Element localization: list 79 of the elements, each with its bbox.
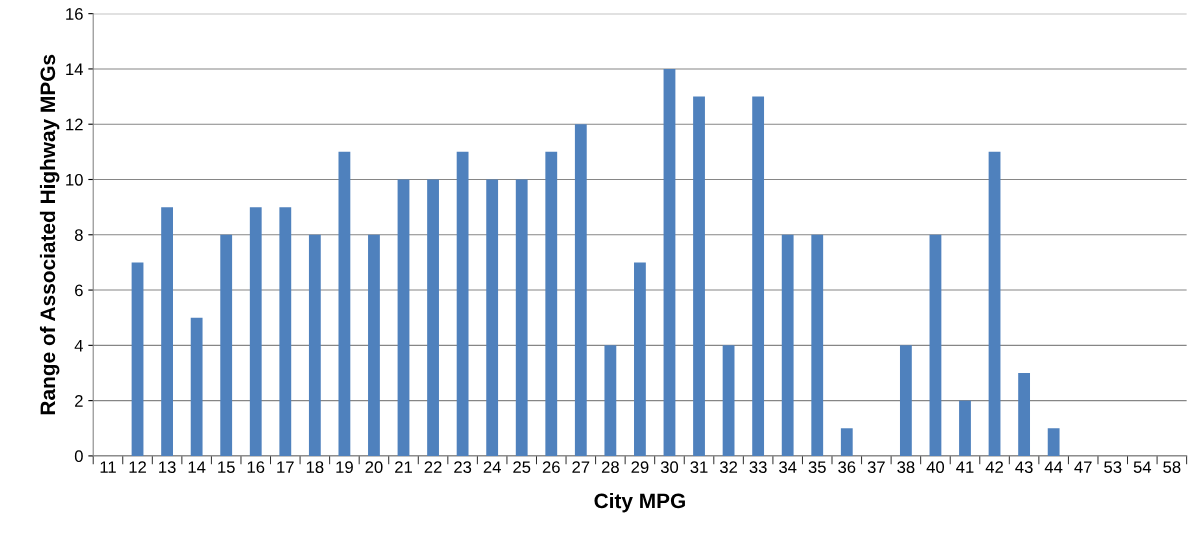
- bar: [574, 124, 587, 456]
- x-tick-label: 11: [100, 461, 116, 473]
- bar: [249, 207, 262, 456]
- bar: [752, 96, 765, 456]
- bar: [368, 234, 380, 456]
- bar: [515, 179, 528, 456]
- bar: [899, 345, 912, 456]
- bar: [545, 151, 558, 456]
- bar: [1018, 372, 1031, 456]
- y-tick-label: 6: [75, 284, 83, 297]
- x-tick-label: 18: [306, 461, 324, 474]
- x-tick-label: 40: [926, 461, 945, 474]
- x-tick-label: 17: [277, 461, 294, 473]
- x-tick-label: 31: [690, 461, 708, 474]
- bar: [161, 207, 173, 456]
- y-tick-label: 2: [75, 395, 83, 407]
- x-tick-label: 42: [985, 461, 1003, 473]
- bar: [456, 151, 469, 456]
- y-tick-label: 16: [66, 8, 83, 20]
- x-tick-label: 32: [719, 461, 738, 474]
- bar: [220, 234, 233, 456]
- x-tick-label: 41: [956, 461, 974, 473]
- bar: [279, 207, 292, 456]
- bar: [781, 234, 794, 456]
- y-tick-label: 10: [66, 173, 83, 186]
- bar: [840, 428, 853, 456]
- bar: [1047, 428, 1060, 456]
- bar: [634, 262, 646, 456]
- x-tick-label: 34: [779, 461, 797, 474]
- x-tick-label: 24: [483, 461, 501, 473]
- x-tick-label: 20: [365, 461, 383, 474]
- bar: [338, 151, 351, 456]
- x-tick-label: 21: [395, 461, 412, 473]
- y-axis-title: Range of Associated Highway MPGs: [39, 54, 60, 415]
- y-tick-label: 0: [74, 450, 83, 463]
- x-tick-label: 29: [631, 461, 649, 474]
- bar: [988, 151, 1001, 456]
- x-tick-label: 30: [660, 461, 679, 474]
- x-tick-label: 13: [159, 461, 176, 474]
- x-tick-label: 25: [513, 461, 531, 474]
- x-tick-label: 22: [424, 461, 442, 473]
- bar: [131, 262, 144, 456]
- x-tick-label: 23: [454, 461, 472, 474]
- x-tick-label: 35: [808, 461, 826, 474]
- x-tick-label: 44: [1044, 461, 1063, 473]
- x-tick-label: 38: [897, 461, 915, 474]
- x-tick-label: 47: [1074, 461, 1092, 473]
- x-tick-label: 33: [749, 461, 767, 474]
- x-tick-label: 19: [336, 461, 353, 474]
- y-tick-label: 14: [66, 63, 83, 75]
- x-tick-label: 12: [129, 461, 146, 473]
- bar: [722, 345, 735, 456]
- x-tick-label: 36: [838, 461, 856, 474]
- x-tick-label: 28: [601, 461, 619, 474]
- bar: [397, 179, 410, 456]
- bar: [663, 68, 676, 456]
- y-tick-label: 4: [74, 339, 83, 352]
- bar: [959, 400, 971, 456]
- bar: [427, 179, 439, 456]
- bar: [190, 317, 203, 456]
- y-tick-label: 8: [74, 229, 83, 241]
- x-tick-label: 43: [1015, 461, 1033, 474]
- bar: [486, 179, 499, 456]
- x-tick-label: 54: [1133, 461, 1152, 474]
- x-tick-label: 15: [218, 461, 235, 474]
- x-axis-title: City MPG: [594, 492, 685, 513]
- y-tick-label: 12: [66, 118, 83, 131]
- bar: [308, 234, 321, 456]
- x-tick-label: 27: [572, 461, 590, 473]
- bar: [811, 234, 824, 456]
- x-tick-label: 58: [1163, 461, 1181, 474]
- bar: [604, 345, 617, 456]
- x-tick-label: 26: [542, 461, 560, 474]
- x-tick-label: 16: [247, 461, 265, 474]
- bar: [693, 96, 705, 456]
- x-tick-label: 53: [1104, 461, 1122, 474]
- bar: [929, 234, 942, 456]
- x-tick-label: 14: [188, 461, 206, 473]
- x-tick-label: 37: [867, 461, 885, 474]
